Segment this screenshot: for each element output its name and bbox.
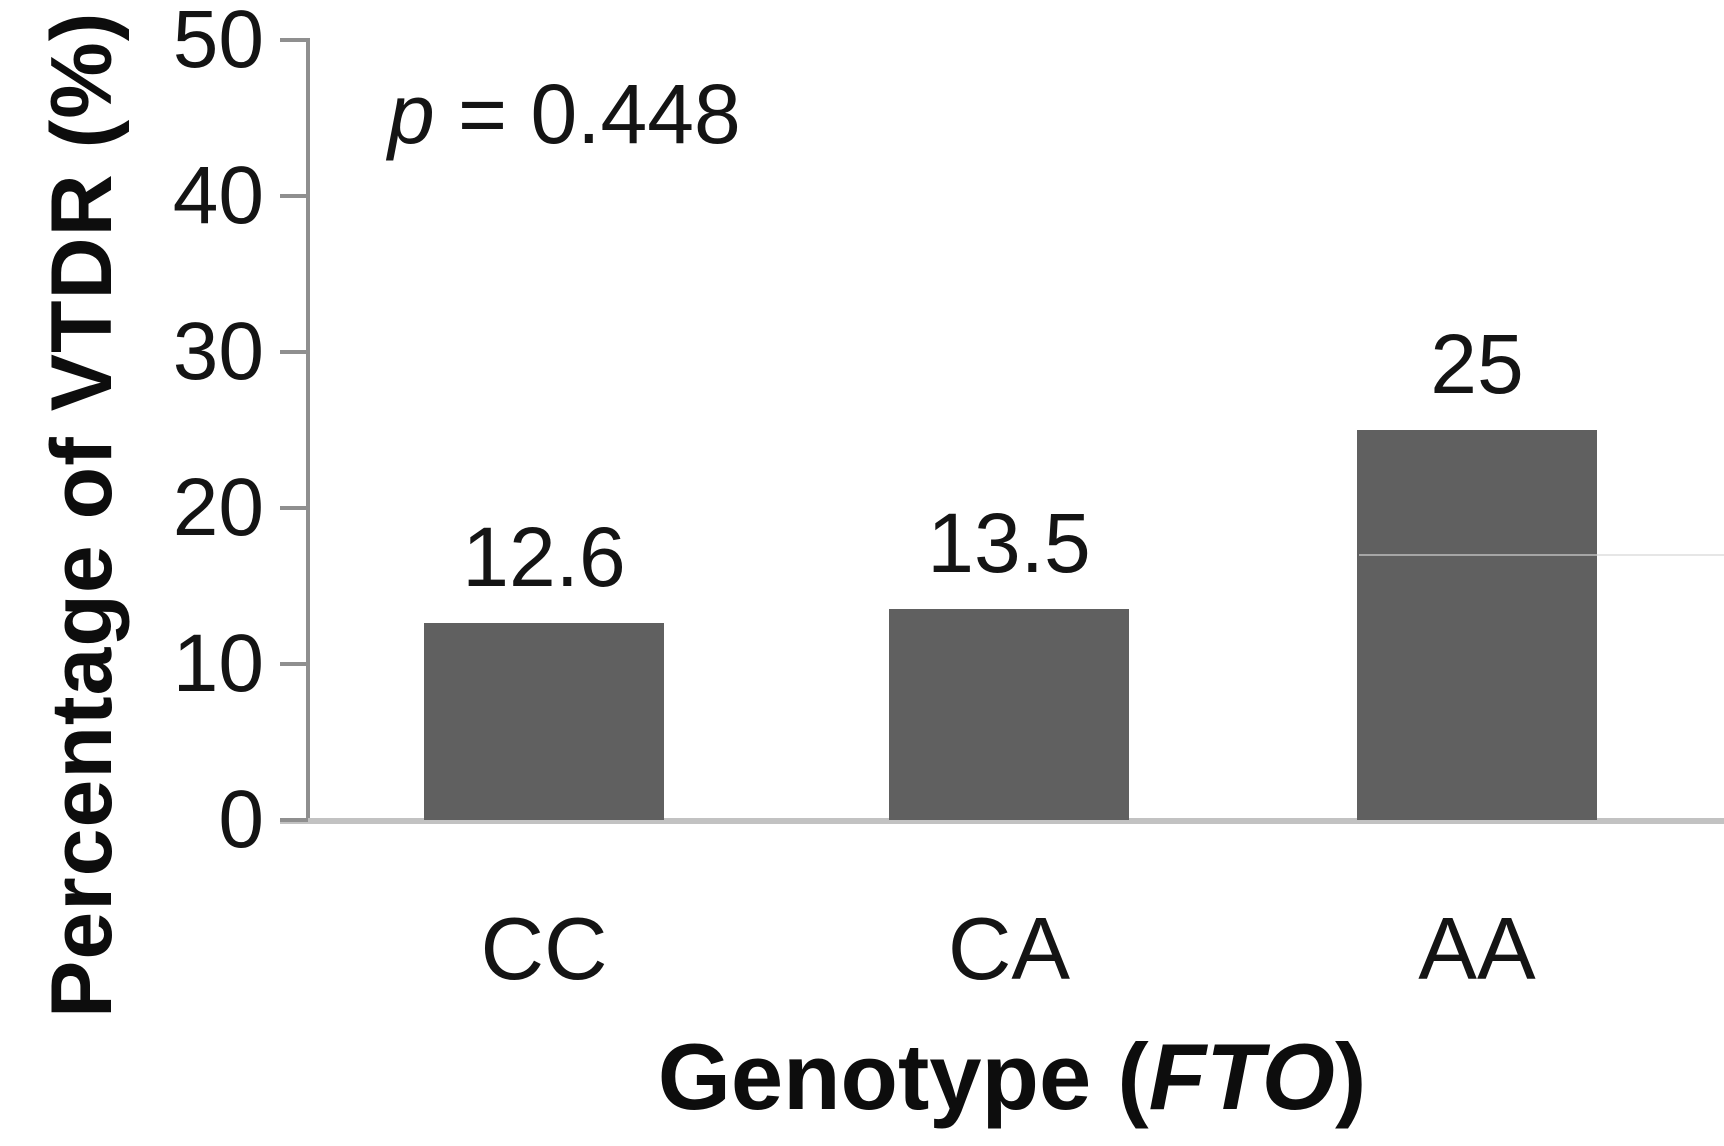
x-axis-title-prefix: Genotype ( bbox=[657, 1024, 1149, 1129]
y-tick-20 bbox=[280, 506, 308, 510]
y-tick-0 bbox=[280, 818, 308, 822]
x-axis-title: Genotype (FTO) bbox=[512, 1028, 1512, 1126]
y-tick-label-40: 40 bbox=[172, 150, 264, 241]
bar-value-label-CA: 13.5 bbox=[927, 496, 1091, 591]
p-value-symbol: p bbox=[388, 67, 435, 161]
scan-artifact-line bbox=[1359, 554, 1724, 556]
x-axis-title-gene-name: FTO bbox=[1148, 1024, 1335, 1129]
y-tick-label-30: 30 bbox=[172, 306, 264, 397]
bar-value-label-CC: 12.6 bbox=[462, 510, 626, 605]
x-axis-baseline bbox=[280, 818, 1724, 824]
bar-CC bbox=[424, 623, 664, 820]
p-value-annotation: p = 0.448 bbox=[388, 66, 741, 163]
y-tick-50 bbox=[280, 38, 308, 42]
y-axis-line bbox=[306, 38, 310, 824]
bar-CA bbox=[889, 609, 1129, 820]
y-tick-30 bbox=[280, 350, 308, 354]
y-tick-label-50: 50 bbox=[172, 0, 264, 85]
y-tick-40 bbox=[280, 194, 308, 198]
category-label-AA: AA bbox=[1418, 899, 1536, 998]
y-tick-label-10: 10 bbox=[172, 618, 264, 709]
y-tick-label-0: 0 bbox=[218, 774, 264, 865]
bar-value-label-AA: 25 bbox=[1430, 317, 1524, 411]
p-value-text: = 0.448 bbox=[434, 67, 741, 161]
y-tick-label-20: 20 bbox=[172, 462, 264, 553]
category-label-CA: CA bbox=[947, 899, 1071, 998]
category-label-CC: CC bbox=[480, 899, 608, 998]
bar-AA bbox=[1357, 430, 1597, 820]
x-axis-title-suffix: ) bbox=[1334, 1024, 1367, 1129]
y-tick-10 bbox=[280, 662, 308, 666]
